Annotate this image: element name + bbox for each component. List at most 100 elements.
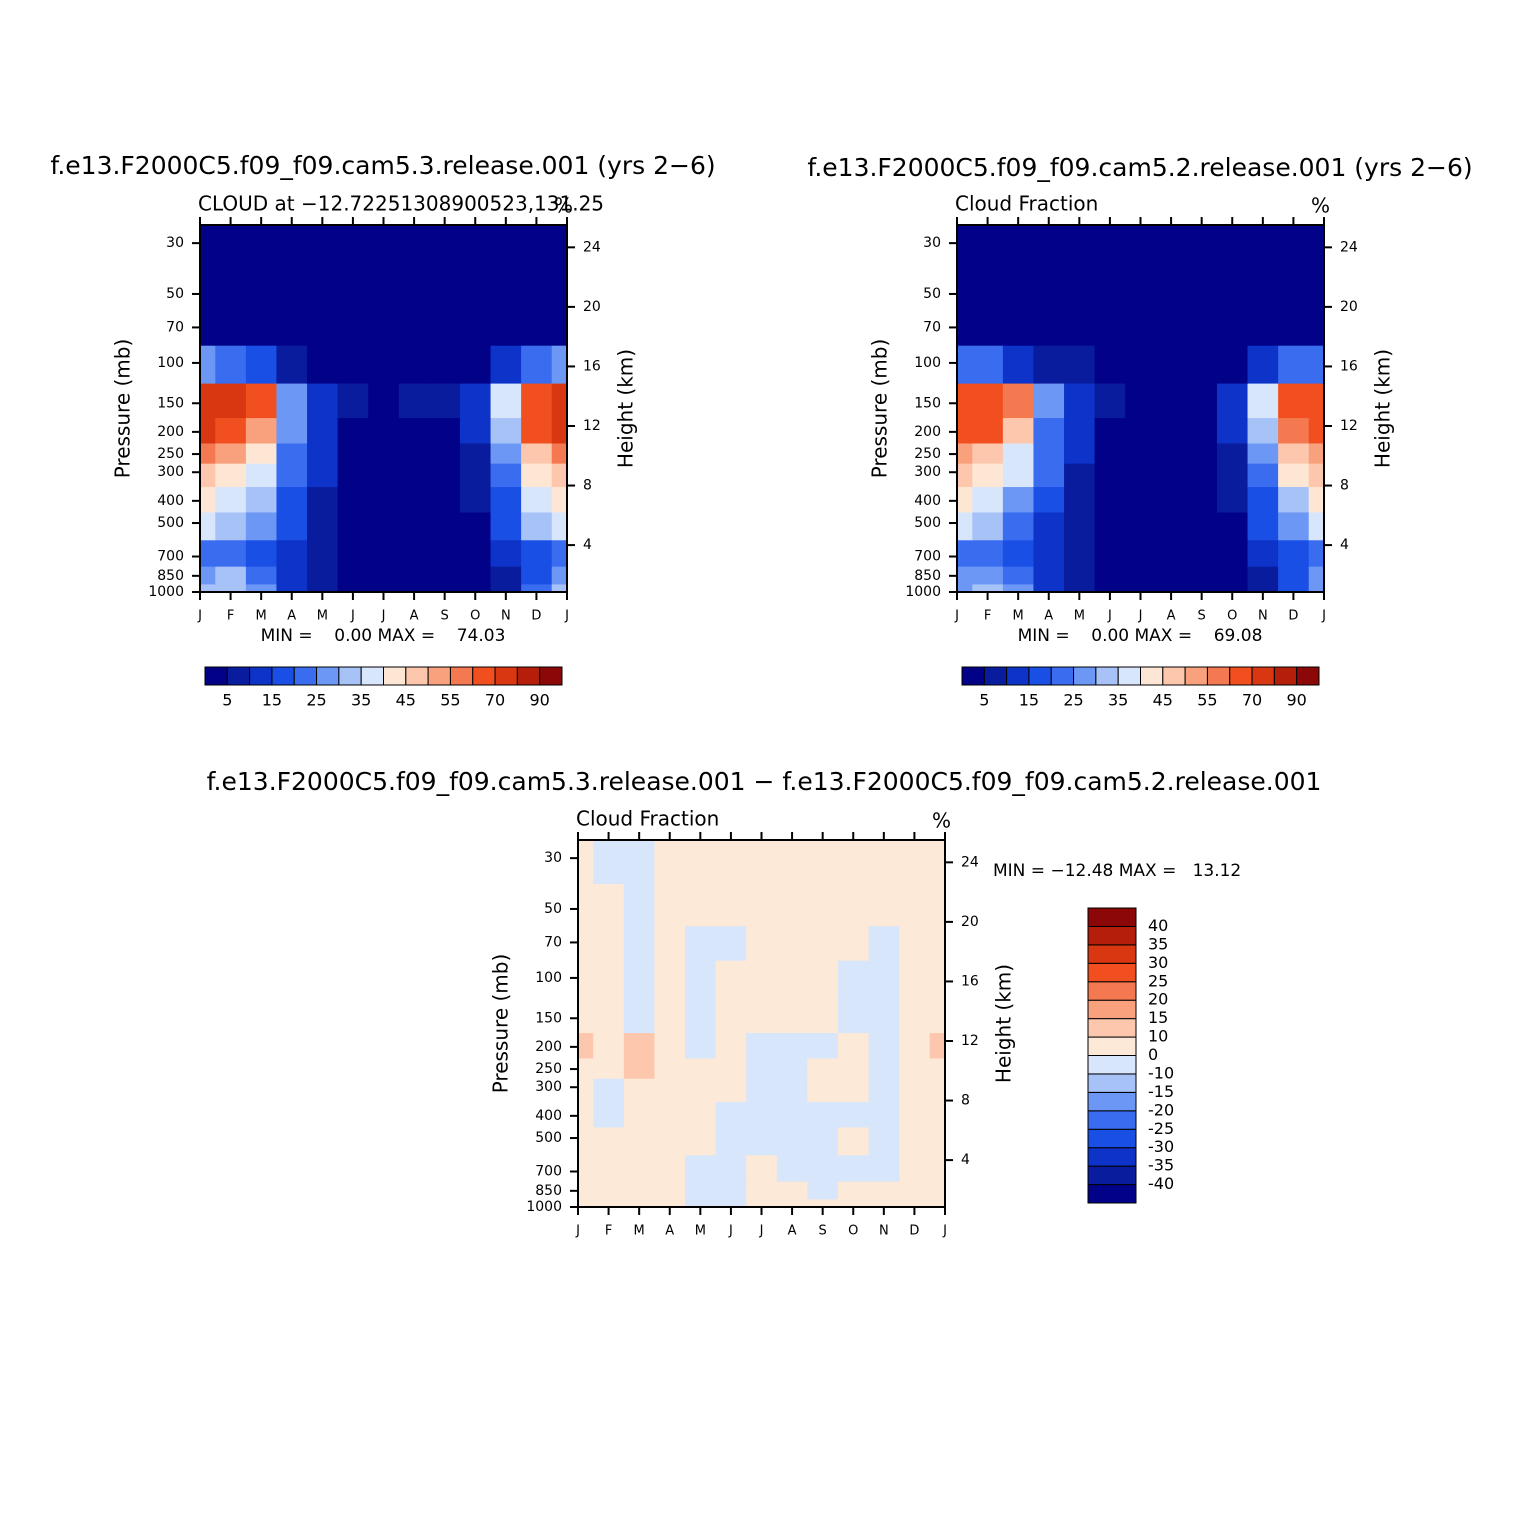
contour-cell [807,1181,839,1200]
colorbar-label: 25 [306,691,326,710]
contour-cell [276,539,308,567]
x-tick-label: A [410,609,419,624]
contour-cell [837,1057,870,1079]
contour-cell [459,310,492,346]
contour-cell [276,463,308,488]
contour-cell [837,840,870,885]
contour-cell [578,925,594,961]
contour-cell [837,1032,870,1059]
contour-cell [459,539,492,567]
contour-cell [307,225,339,270]
contour-cell [1186,539,1218,567]
contour-cell [1094,417,1126,444]
colorbar-box [1087,1036,1137,1056]
y-tick-label: 300 [535,1079,562,1095]
contour-cell [551,566,567,585]
contour-cell [654,1057,686,1079]
contour-cell [245,442,277,464]
contour-cell [1247,310,1279,346]
contour-cell [337,383,369,419]
contour-cell [1216,383,1249,419]
contour-cell [459,268,492,312]
contour-cell [868,840,900,885]
contour-cell [715,883,747,927]
x-tick-label: A [1167,609,1176,624]
contour-cell [245,486,277,513]
contour-cell [200,268,216,312]
contour-cell [1094,463,1126,488]
contour-cell [654,883,686,927]
contour-cell [1002,268,1034,312]
contour-cell [593,960,625,999]
y-tick-label: 200 [535,1039,562,1055]
colorbar-box [226,666,251,686]
contour-cell [578,1154,594,1182]
contour-cell [1094,583,1126,592]
colorbar-label: 10 [1148,1027,1168,1046]
contour-cell [215,345,247,384]
y2-tick-label: 8 [583,478,592,494]
colorbar-box [449,666,474,686]
contour-cell [459,583,492,592]
contour-cell [1064,486,1096,513]
contour-cell [200,463,216,488]
contour-cell [715,998,747,1034]
contour-cell [868,1101,900,1128]
contour-cell [1064,310,1096,346]
contour-cell [654,1078,686,1103]
contour-cell [1064,442,1096,464]
contour-cell [215,417,247,444]
contour-cell [593,998,625,1034]
contour-cell [1308,566,1324,585]
contour-cell [685,1032,717,1059]
contour-cell [551,539,567,567]
colorbar-box [1117,666,1141,686]
contour-cell [1247,486,1279,513]
contour-cell [1216,463,1249,488]
contour-cell [593,1198,625,1207]
colorbar-box [1087,925,1137,946]
y-tick-label: 250 [157,446,184,462]
contour-cell [715,1126,747,1156]
contour-cell [398,539,430,567]
contour-cell [1002,225,1034,270]
colorbar-label: 5 [979,691,989,710]
contour-cell [899,1198,931,1207]
y-tick-label: 850 [535,1183,562,1199]
contour-cell [929,1101,945,1128]
contour-cell [746,883,778,927]
contour-cell [1247,583,1279,592]
contour-cell [521,442,553,464]
contour-cell [1308,486,1324,513]
x-tick-label: M [1074,609,1085,624]
colorbar-label: 55 [440,691,460,710]
contour-cell [623,1154,655,1182]
contour-cell [429,383,461,419]
contour-cell [1064,463,1096,488]
contour-cell [398,345,430,384]
contour-cell [715,1057,747,1079]
contour-cell [459,417,492,444]
x-tick-label: J [954,609,959,624]
contour-cell [1308,310,1324,346]
contour-cell [521,345,553,384]
contour-cell [715,1181,747,1200]
contour-cell [429,442,461,464]
contour-cell [307,383,339,419]
contour-cell [578,1181,594,1200]
contour-cell [868,1032,900,1059]
contour-cell [929,840,945,885]
colorbar-label: 20 [1148,990,1168,1009]
contour-cell [957,583,973,592]
contour-cell [1247,566,1279,585]
x-tick-label: M [634,1224,645,1239]
contour-cell [245,225,277,270]
x-tick-label: S [819,1224,827,1239]
contour-cell [245,539,277,567]
y2-tick-label: 24 [961,854,979,870]
contour-cell [1216,442,1249,464]
colorbar-box [539,666,563,686]
contour-cell [578,1126,594,1156]
contour-cell [459,463,492,488]
contour-cell [899,1032,931,1059]
